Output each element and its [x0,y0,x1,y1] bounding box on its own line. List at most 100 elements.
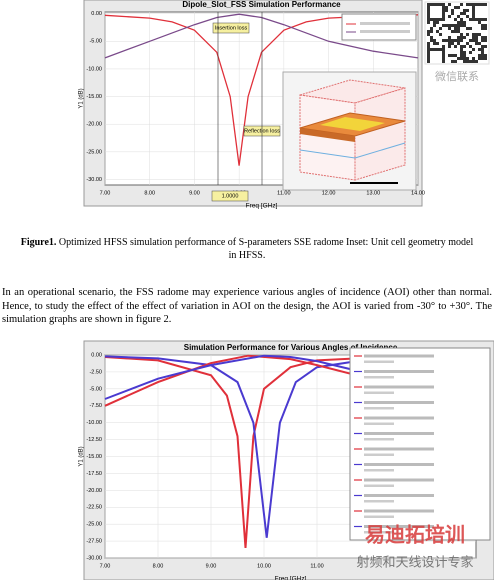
qr-module [481,12,484,15]
x-tick-label: 8.00 [153,563,164,569]
qr-module [442,24,445,27]
y-tick-label: -25.00 [86,522,102,528]
x-tick-label: 11.00 [277,190,290,196]
legend-text-placeholder [364,391,394,394]
y-tick-label: -30.00 [86,177,102,183]
qr-module [427,42,430,45]
qr-module [439,54,442,57]
qr-module [463,45,466,48]
qr-module [457,30,460,33]
qr-module [478,12,481,15]
qr-module [460,39,463,42]
qr-module [460,18,463,21]
qr-module [430,9,433,12]
qr-module [481,27,484,30]
y-tick-label: -15.00 [86,94,102,100]
qr-module [427,57,430,60]
qr-module [475,39,478,42]
x-tick-label: 7.00 [100,190,111,196]
qr-module [436,60,439,63]
legend-text-placeholder [364,354,434,358]
qr-module [478,54,481,57]
legend-text-placeholder [364,515,394,518]
x-tick-label: 8.00 [144,190,155,196]
qr-module [475,60,478,63]
qr-module [484,39,487,42]
qr-module [478,33,481,36]
qr-caption: 微信联系 [435,69,479,83]
qr-module [454,45,457,48]
qr-module [445,6,448,9]
qr-module [442,12,445,15]
qr-module [469,18,472,21]
qr-module [481,3,484,6]
qr-module [481,51,484,54]
qr-module [427,3,430,6]
qr-module [472,33,475,36]
qr-module [475,42,478,45]
qr-module [430,18,433,21]
qr-module [460,54,463,57]
qr-module [469,3,472,6]
qr-module [439,15,442,18]
watermark-brand: 易迪拓培训 [365,522,465,546]
y-tick-label: -10.00 [86,66,102,72]
qr-module [442,15,445,18]
y-tick-label: -2.50 [89,369,102,375]
qr-module [478,9,481,12]
legend-text-placeholder [364,438,394,441]
qr-module [439,33,442,36]
qr-module [463,54,466,57]
qr-module [442,57,445,60]
qr-module [472,60,475,63]
qr-module [451,39,454,42]
x-tick-label: 14.00 [411,190,425,196]
legend-text-placeholder [364,531,394,534]
qr-module [454,6,457,9]
qr-module [448,42,451,45]
qr-module [475,15,478,18]
legend-text-placeholder [364,453,394,456]
qr-module [484,45,487,48]
qr-module [469,27,472,30]
qr-module [451,60,454,63]
marker-box [212,22,250,34]
qr-module [454,60,457,63]
y-tick-label: -15.00 [86,454,102,460]
qr-module [475,36,478,39]
qr-module [463,36,466,39]
qr-module [484,36,487,39]
qr-module [442,45,445,48]
qr-module [457,36,460,39]
y-tick-label: -7.50 [89,403,102,409]
qr-module [436,3,439,6]
qr-module [445,24,448,27]
qr-module [484,24,487,27]
qr-module [439,3,442,6]
y-tick-label: 0.00 [91,352,102,358]
qr-module [466,3,469,6]
qr-module [436,51,439,54]
qr-module [442,54,445,57]
figure-caption: Figure1. Optimized HFSS simulation perfo… [20,236,474,262]
legend-text-placeholder [364,370,434,373]
legend [349,347,491,541]
marker-box [211,190,249,202]
qr-module [460,45,463,48]
x-axis-label: Freq [GHz] [246,203,278,210]
x-tick-label: 10.00 [257,563,271,569]
legend [341,13,417,41]
qr-module [484,15,487,18]
qr-module [436,54,439,57]
qr-module [439,48,442,51]
qr-module [436,42,439,45]
qr-module [433,15,436,18]
qr-module [430,45,433,48]
qr-module [460,48,463,51]
annotation: Insertion loss [215,25,248,31]
qr-module [457,6,460,9]
qr-module [457,15,460,18]
qr-module [454,39,457,42]
qr-module [460,12,463,15]
